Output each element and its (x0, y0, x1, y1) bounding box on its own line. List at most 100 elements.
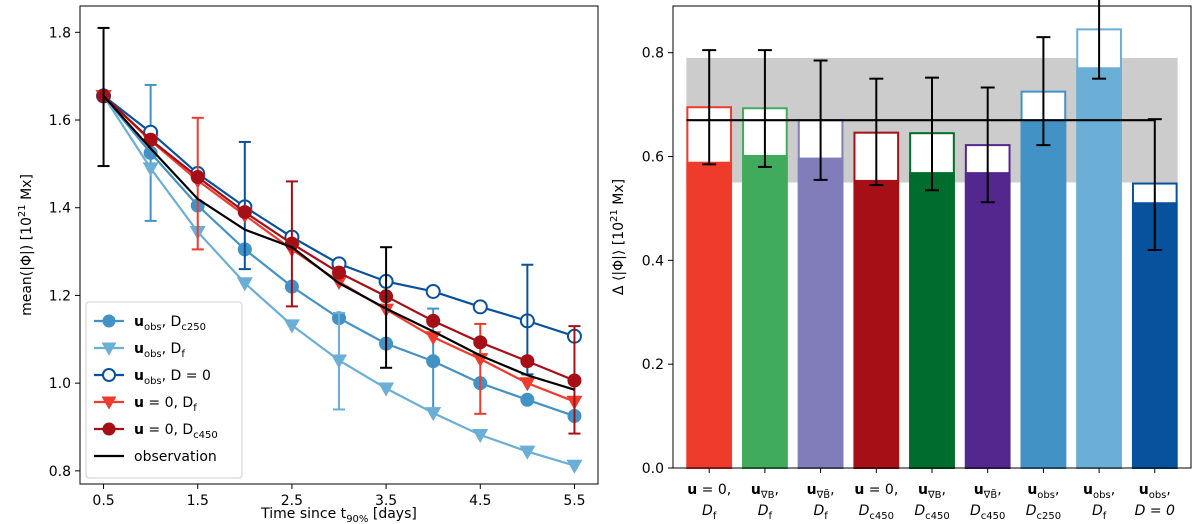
bar-ugradBt_Df (797, 157, 844, 469)
y-tick-label: 0.0 (642, 461, 664, 477)
y-axis-label: mean(|Φ|) [1021 Mx] (17, 174, 35, 316)
data-point-uobs_Df (425, 407, 442, 422)
x-tick-label-line1: u = 0, (854, 482, 898, 498)
y-tick-label: 1.8 (49, 25, 71, 41)
legend-marker (102, 422, 116, 436)
data-point-uobs_Df (142, 162, 159, 177)
series-uobs_Df (95, 90, 583, 474)
legend-marker (101, 342, 117, 356)
data-point-uobs_D0 (425, 283, 441, 299)
x-tick-label-line2: Df (758, 503, 773, 522)
x-tick-label: 2.5 (281, 493, 303, 509)
legend-entry-u0_Dc450: u = 0, Dc450 (94, 422, 218, 441)
error-bar-u0_Df (702, 49, 717, 166)
series-observation (97, 26, 575, 391)
y-tick-label: 0.4 (642, 253, 664, 269)
bar-ugradBt_Dc450 (964, 172, 1011, 468)
y-tick-label: 0.6 (642, 150, 664, 166)
legend-entry-uobs_D0: uobs, D = 0 (94, 368, 211, 387)
x-tick-label-line1: u∇B, (918, 482, 946, 501)
error-bar-u0_Dc450 (869, 77, 884, 187)
error-bar-observation (97, 26, 110, 168)
error-bar-uobs_Dc250 (144, 83, 157, 222)
legend-entry-observation: observation (94, 449, 217, 465)
legend-entry-u0_Df: u = 0, Df (94, 395, 197, 414)
legend-label: uobs, Dc250 (134, 314, 206, 333)
legend-label: u = 0, Df (134, 395, 197, 414)
error-bar-uobs_Df (1092, 0, 1107, 80)
bar-group-uobs_Dc250 (1020, 90, 1067, 470)
bar-group-uobs_Df (1076, 28, 1122, 469)
x-tick-label-line2: D = 0 (1135, 503, 1175, 519)
y-axis-label: Δ ⟨|Φ|⟩ [1021 Mx] (609, 179, 627, 295)
legend-marker (102, 314, 116, 328)
x-tick-label-line2: Dc450 (914, 503, 949, 522)
data-point-uobs_D0 (472, 299, 488, 315)
legend-entry-uobs_Dc250: uobs, Dc250 (94, 314, 206, 333)
data-point-uobs_Df (236, 277, 253, 292)
error-bar-observation (380, 246, 393, 369)
data-point-u0_Dc450 (237, 205, 252, 220)
left-line-chart: 0.5 1.5 2.5 3.5 4.5 5.5 0.8 1.0 1.2 1.4 1.6 1.8 Time… (17, 5, 599, 524)
x-tick-label-line1: uobs, (1083, 482, 1115, 501)
bar-ugradB_Dc450 (909, 172, 955, 468)
legend-marker (102, 368, 116, 382)
x-tick-label-line1: u∇B̃, (807, 482, 835, 501)
data-point-u0_Dc450 (473, 335, 488, 350)
plot-frame (79, 5, 599, 485)
x-tick-label-line1: u = 0, (687, 482, 731, 498)
legend-label: uobs, Df (134, 341, 185, 360)
data-point-uobs_Df (472, 429, 489, 444)
data-point-u0_Dc450 (520, 354, 535, 369)
x-tick-label-line2: Df (702, 503, 717, 522)
x-tick-label-line1: u∇B, (751, 482, 779, 501)
x-tick-label: 5.5 (563, 493, 585, 509)
y-tick-label: 1.4 (49, 201, 71, 217)
data-point-u0_Dc450 (426, 313, 441, 328)
error-bar-u0_Dc450 (285, 180, 298, 308)
x-tick-label-line1: u∇B̃, (974, 482, 1002, 501)
bar-group-u0_Df (686, 106, 733, 469)
x-tick-label-line1: uobs, (1139, 482, 1171, 501)
y-tick-label: 0.8 (642, 46, 664, 62)
x-tick-label: 1.5 (187, 493, 209, 509)
x-axis-label: Time since t90% [days] (260, 506, 417, 524)
bar-group-u0_Dc450 (853, 131, 900, 469)
y-tick-label: 1.2 (49, 288, 71, 304)
right-bar-chart: 0.0 0.2 0.4 0.6 0.8 Δ ⟨|Φ|⟩ [1021 Mx] u = 0, Df… (609, 0, 1192, 522)
legend-label: observation (134, 449, 217, 465)
error-bar-ugradBt_Dc450 (980, 86, 995, 204)
data-point-uobs_Df (378, 382, 395, 397)
data-point-uobs_Dc250 (520, 392, 535, 407)
legend-entry-uobs_Df: uobs, Df (94, 341, 185, 360)
error-bar-ugradB_Dc450 (925, 76, 939, 192)
legend-label: uobs, D = 0 (134, 368, 211, 387)
legend-marker (101, 396, 117, 410)
x-tick-label-line1: uobs, (1027, 482, 1059, 501)
data-point-uobs_Df (566, 459, 583, 474)
bar-ugradB_Df (742, 154, 788, 468)
bar-uobs_Dc250 (1020, 120, 1067, 469)
data-point-uobs_Df (283, 319, 300, 334)
series-line-observation (102, 95, 575, 391)
data-point-u0_Dc450 (190, 170, 205, 185)
data-point-uobs_Df (519, 445, 536, 460)
x-tick-label: 3.5 (375, 493, 397, 509)
error-bar-uobs_Dc250 (1036, 36, 1051, 147)
data-point-u0_Df (519, 377, 536, 392)
y-tick-label: 0.2 (642, 357, 664, 373)
x-tick-label-line2: Dc450 (859, 503, 894, 522)
y-tick-label: 0.8 (49, 464, 71, 480)
x-tick-label: 0.5 (92, 493, 114, 509)
legend: uobs, Dc250 uobs, Df uobs, D = 0 u = 0, Df u… (85, 301, 243, 479)
x-tick-label: 4.5 (469, 493, 491, 509)
y-tick-label: 1.0 (49, 376, 71, 392)
bar-u0_Dc450 (853, 179, 900, 469)
x-tick-label-line2: Df (813, 503, 828, 522)
bar-group-ugradB_Df (742, 107, 788, 470)
x-tick-label-line2: Dc450 (970, 503, 1005, 522)
legend-label: u = 0, Dc450 (134, 422, 218, 441)
data-point-u0_Dc450 (332, 265, 346, 280)
x-tick-label-line2: Df (1092, 503, 1107, 522)
